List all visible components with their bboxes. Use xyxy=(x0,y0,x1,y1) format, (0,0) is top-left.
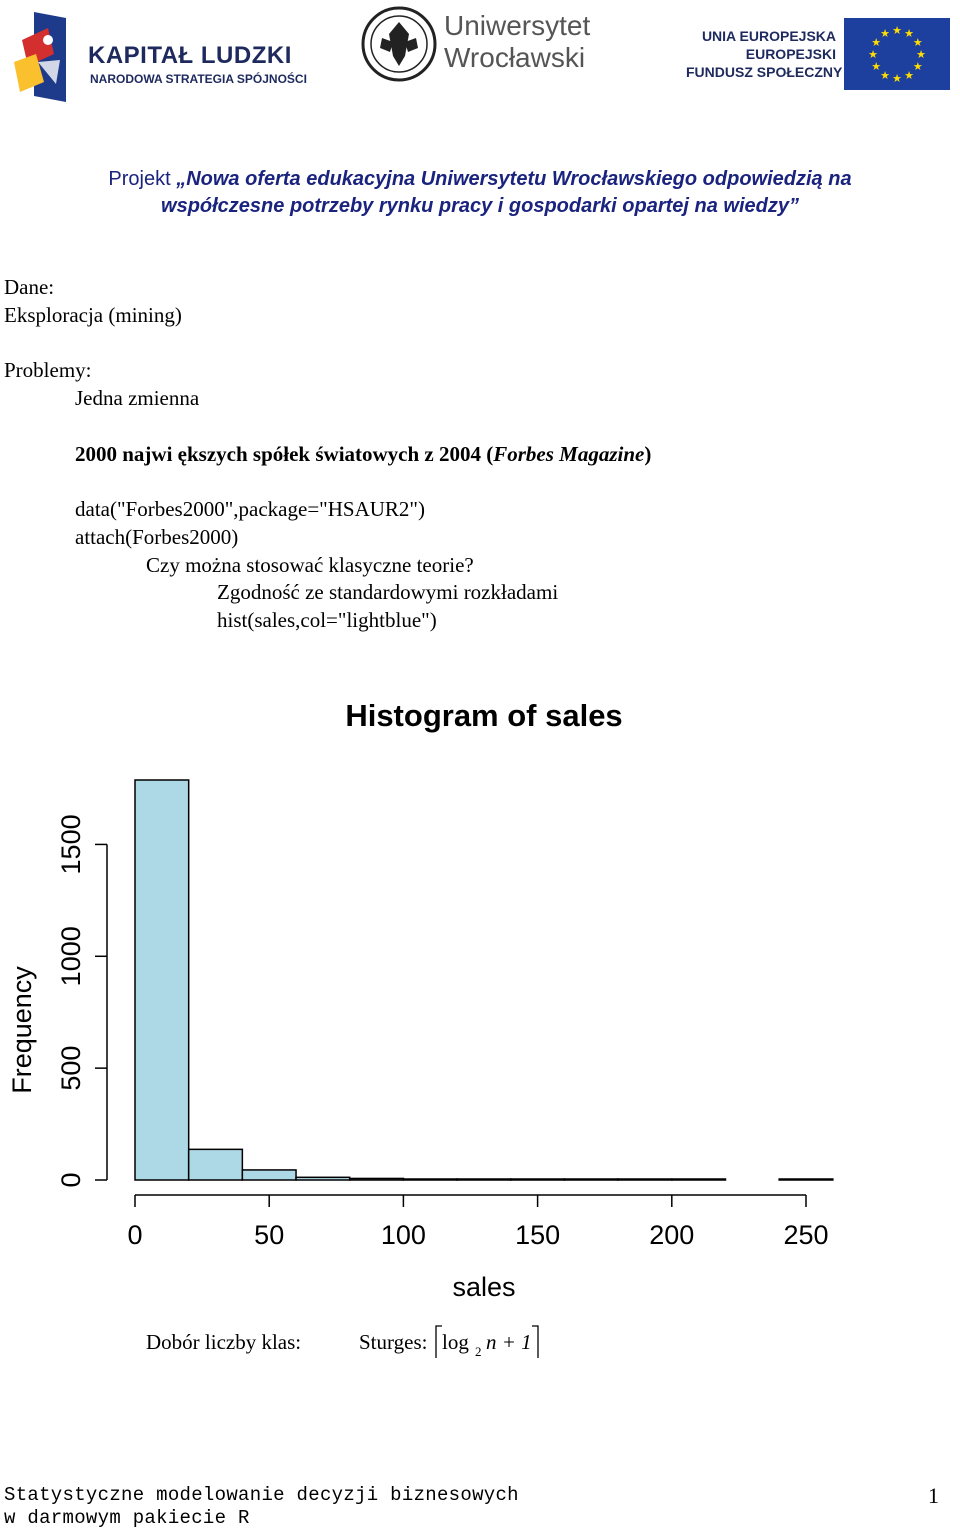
project-prefix: Projekt xyxy=(108,168,177,190)
dataset-prefix: 2000 najwi ększych spółek światowych z 2… xyxy=(75,442,494,466)
eu-star-icon: ★ xyxy=(871,60,881,73)
eu-star-icon: ★ xyxy=(913,60,923,73)
eu-star-icon: ★ xyxy=(913,36,923,49)
formula-base: 2 xyxy=(475,1344,482,1359)
dataset-description: 2000 najwi ększych spółek światowych z 2… xyxy=(75,442,651,467)
eu-line2: EUROPEJSKI xyxy=(745,46,836,62)
eu-star-icon: ★ xyxy=(880,27,890,40)
histogram-bar xyxy=(456,1178,512,1181)
problemy-label: Problemy: xyxy=(4,358,92,382)
histogram-bar xyxy=(134,779,190,1181)
university-name-line1: Uniwersytet xyxy=(444,10,591,41)
university-logo: Uniwersytet Wrocławski xyxy=(358,4,598,84)
eksploracja-text: Eksploracja (mining) xyxy=(4,303,182,327)
y-tick-label: 0 xyxy=(56,1172,86,1187)
eu-star-icon: ★ xyxy=(892,24,902,37)
code-line-data: data("Forbes2000",package="HSAUR2") xyxy=(75,497,425,521)
chart-y-axis-label: Frequency xyxy=(7,966,37,1094)
histogram-bar xyxy=(187,1148,244,1181)
x-tick-label: 100 xyxy=(381,1220,426,1250)
eu-star-icon: ★ xyxy=(916,48,926,61)
formula-label: Dobór liczby klas: xyxy=(146,1330,302,1354)
code-line-hist: hist(sales,col="lightblue") xyxy=(217,608,437,632)
footer-line1: Statystyczne modelowanie decyzji bizneso… xyxy=(4,1484,519,1506)
eu-logo: UNIA EUROPEJSKA EUROPEJSKI FUNDUSZ SPOŁE… xyxy=(686,18,952,92)
x-tick-label: 0 xyxy=(127,1220,142,1250)
y-tick-label: 500 xyxy=(56,1046,86,1091)
y-axis: 0 500 1000 1500 xyxy=(56,814,108,1188)
kapital-ludzki-logo: KAPITAŁ LUDZKI NARODOWA STRATEGIA SPÓJNO… xyxy=(8,10,318,106)
x-tick-label: 250 xyxy=(783,1220,828,1250)
histogram-bar xyxy=(241,1169,297,1181)
histogram-bar xyxy=(671,1178,727,1181)
dataset-source: Forbes Magazine xyxy=(493,442,645,466)
dane-label: Dane: xyxy=(4,275,55,299)
jedna-zmienna-text: Jedna zmienna xyxy=(75,386,200,410)
project-title: Projekt „Nowa oferta edukacyjna Uniwersy… xyxy=(0,166,960,220)
university-name-line2: Wrocławski xyxy=(444,42,586,73)
eu-line1: UNIA EUROPEJSKA xyxy=(701,28,836,44)
university-seal-icon xyxy=(361,6,437,82)
code-line-attach: attach(Forbes2000) xyxy=(75,525,239,549)
page-number: 1 xyxy=(928,1483,939,1508)
histogram-bar xyxy=(617,1178,673,1181)
footer-line2: w darmowym pakiecie R xyxy=(4,1507,250,1529)
x-tick-label: 50 xyxy=(254,1220,284,1250)
project-title-line1: „Nowa oferta edukacyjna Uniwersytetu Wro… xyxy=(176,168,852,190)
histogram-bars xyxy=(134,779,834,1181)
y-tick-label: 1500 xyxy=(56,814,86,874)
eu-flag-icon: ★★★★★★★★★ ★ ★★ xyxy=(844,18,950,90)
eu-line3: FUNDUSZ SPOŁECZNY xyxy=(686,64,843,80)
sturges-formula: log 2 n + 1 xyxy=(435,1325,539,1359)
eu-star-icon: ★ xyxy=(880,69,890,82)
dataset-suffix: ) xyxy=(644,442,652,466)
y-tick-label: 1000 xyxy=(56,926,86,986)
eu-star-icon: ★ xyxy=(871,36,881,49)
eu-star-icon: ★ xyxy=(868,48,878,61)
x-axis: 0 50 100 150 200 250 xyxy=(127,1194,829,1250)
project-title-line2: współczesne potrzeby rynku pracy i gospo… xyxy=(161,195,799,217)
formula-method: Sturges: xyxy=(359,1330,428,1354)
kapital-ludzki-title: KAPITAŁ LUDZKI xyxy=(88,42,292,69)
histogram-bar xyxy=(348,1177,405,1181)
fit-text: Zgodność ze standardowymi rozkładami xyxy=(217,580,559,604)
kapital-ludzki-subtitle: NARODOWA STRATEGIA SPÓJNOŚCI xyxy=(90,72,307,86)
eu-star-icon: ★ xyxy=(904,69,914,82)
eu-star-icon: ★ xyxy=(904,27,914,40)
x-tick-label: 150 xyxy=(515,1220,560,1250)
chart-x-axis-label: sales xyxy=(452,1272,515,1302)
formula-log: log xyxy=(442,1330,469,1354)
histogram-bar xyxy=(402,1178,458,1181)
kapital-ludzki-emblem-icon xyxy=(14,12,66,102)
x-tick-label: 200 xyxy=(649,1220,694,1250)
chart-title: Histogram of sales xyxy=(345,698,622,733)
eu-star-icon: ★ xyxy=(892,72,902,85)
histogram-bar xyxy=(510,1178,566,1181)
histogram-bar xyxy=(778,1178,834,1181)
formula-rest: n + 1 xyxy=(486,1330,532,1354)
histogram-bar xyxy=(563,1178,619,1181)
histogram-bar xyxy=(295,1176,351,1181)
histogram-chart: Histogram of sales Frequency sales 0 50 10… xyxy=(7,698,834,1302)
question-text: Czy można stosować klasyczne teorie? xyxy=(146,553,474,577)
